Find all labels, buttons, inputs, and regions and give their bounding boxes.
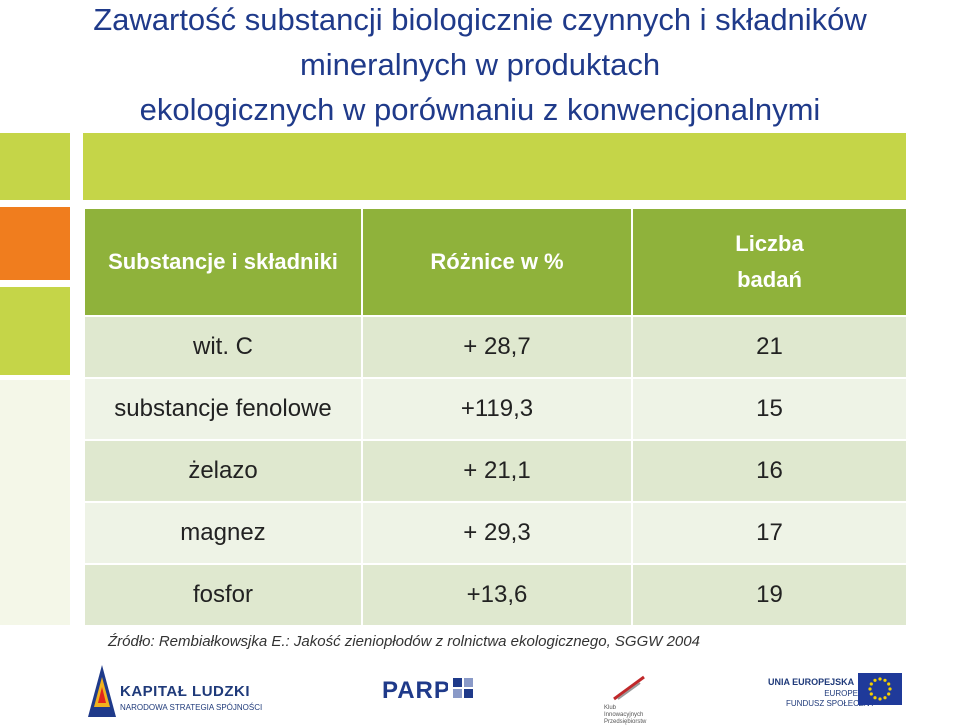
klub-text: Klub Innowacyjnych Przedsiębiorstw bbox=[604, 705, 647, 725]
table-row: wit. C + 28,7 21 bbox=[83, 315, 908, 379]
ue-fund: EUROPEJSKI FUNDUSZ SPOŁECZNY bbox=[786, 689, 875, 708]
table-row: fosfor +13,6 19 bbox=[83, 563, 908, 627]
parp-logo-icon bbox=[448, 673, 478, 703]
cell-substance: wit. C bbox=[83, 315, 363, 379]
cell-difference: +119,3 bbox=[361, 377, 633, 441]
cell-count: 17 bbox=[631, 501, 908, 565]
cell-count: 19 bbox=[631, 563, 908, 627]
table-row: substancje fenolowe +119,3 15 bbox=[83, 377, 908, 441]
left-light-block bbox=[0, 380, 70, 625]
left-green-block-top bbox=[0, 133, 70, 200]
title-line-3: ekologicznych w porównaniu z konwencjona… bbox=[139, 92, 821, 127]
title-line-2: mineralnych w produktach bbox=[299, 47, 661, 82]
header-study-count: Liczba badań bbox=[631, 207, 908, 317]
cell-substance: substancje fenolowe bbox=[83, 377, 363, 441]
kapital-ludzki-logo-icon bbox=[88, 665, 116, 717]
cell-count: 16 bbox=[631, 439, 908, 503]
cell-substance: żelazo bbox=[83, 439, 363, 503]
top-green-band bbox=[83, 133, 906, 200]
cell-difference: + 21,1 bbox=[361, 439, 633, 503]
kapital-ludzki-name: KAPITAŁ LUDZKI bbox=[120, 683, 251, 700]
left-green-block-mid bbox=[0, 287, 70, 375]
table-row: żelazo + 21,1 16 bbox=[83, 439, 908, 503]
eu-flag-icon bbox=[858, 673, 902, 705]
parp-name: PARP bbox=[382, 677, 451, 704]
header-difference: Różnice w % bbox=[361, 207, 633, 317]
klub-logo-icon bbox=[613, 675, 645, 701]
kapital-ludzki-subtitle: NARODOWA STRATEGIA SPÓJNOŚCI bbox=[120, 703, 263, 712]
cell-difference: + 28,7 bbox=[361, 315, 633, 379]
table-header-row: Substancje i składniki Różnice w % Liczb… bbox=[83, 207, 908, 317]
title-line-1: Zawartość substancji biologicznie czynny… bbox=[93, 2, 867, 37]
cell-substance: fosfor bbox=[83, 563, 363, 627]
comparison-table: Substancje i składniki Różnice w % Liczb… bbox=[83, 207, 908, 627]
left-orange-block bbox=[0, 207, 70, 280]
slide-title: Zawartość substancji biologicznie czynny… bbox=[0, 0, 960, 132]
logo-bar: KAPITAŁ LUDZKI NARODOWA STRATEGIA SPÓJNO… bbox=[0, 655, 960, 727]
source-citation: Źródło: Rembiałkowsjka E.: Jakość zienio… bbox=[108, 633, 700, 650]
table-row: magnez + 29,3 17 bbox=[83, 501, 908, 565]
cell-difference: +13,6 bbox=[361, 563, 633, 627]
ue-name: UNIA EUROPEJSKA bbox=[768, 677, 855, 687]
cell-substance: magnez bbox=[83, 501, 363, 565]
cell-count: 21 bbox=[631, 315, 908, 379]
cell-difference: + 29,3 bbox=[361, 501, 633, 565]
cell-count: 15 bbox=[631, 377, 908, 441]
header-substances: Substancje i składniki bbox=[83, 207, 363, 317]
